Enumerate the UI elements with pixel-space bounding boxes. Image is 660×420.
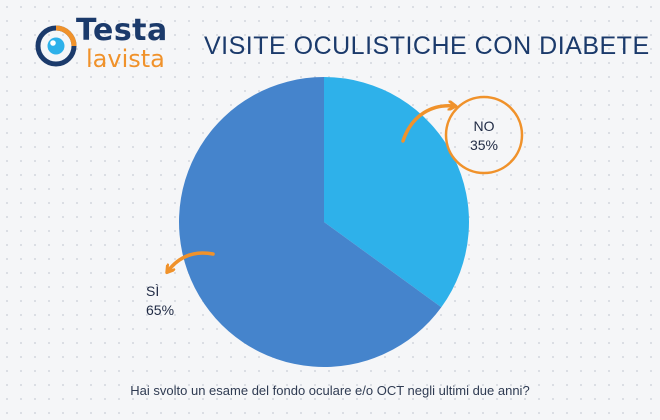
slice-label-no: NO	[474, 118, 495, 134]
arrow-to-si-label	[168, 251, 215, 271]
testa-la-vista-logo: Testa lavista	[34, 13, 174, 73]
survey-question: Hai svolto un esame del fondo oculare e/…	[130, 383, 530, 398]
logo-word-lavista: lavista	[86, 45, 165, 73]
slice-value-si: 65%	[146, 302, 174, 318]
arrow-to-no-label	[401, 106, 454, 143]
pie-slice-no	[324, 77, 470, 308]
logo-eye-icon	[35, 25, 77, 67]
slice-label-si: SÌ	[146, 283, 159, 299]
pie-slice-si	[179, 77, 442, 367]
no-label-circle	[444, 95, 524, 175]
chart-title: VISITE OCULISTICHE CON DIABETE	[204, 32, 650, 60]
logo-word-testa: Testa	[76, 13, 168, 48]
slice-value-no: 35%	[470, 137, 498, 153]
